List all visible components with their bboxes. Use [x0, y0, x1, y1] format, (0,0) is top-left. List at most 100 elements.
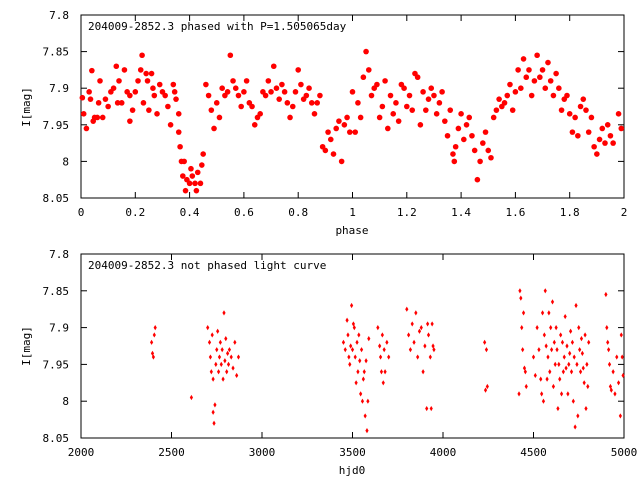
data-point	[327, 136, 334, 143]
data-point	[573, 424, 577, 430]
data-point	[349, 343, 353, 349]
data-point	[226, 361, 231, 367]
data-point	[298, 81, 304, 88]
data-point	[451, 158, 458, 165]
data-point	[523, 74, 530, 81]
data-point	[127, 92, 133, 99]
data-point	[352, 325, 356, 331]
data-point	[619, 332, 623, 338]
data-point	[346, 332, 350, 338]
data-point	[615, 354, 619, 360]
data-point	[363, 48, 369, 55]
data-point	[351, 321, 356, 327]
data-point	[139, 52, 145, 59]
data-point	[474, 176, 481, 183]
data-point	[374, 81, 380, 88]
data-point	[423, 107, 429, 113]
data-point	[570, 339, 575, 345]
data-point	[512, 89, 519, 95]
data-point	[384, 125, 391, 132]
data-point	[390, 111, 397, 117]
data-point	[599, 125, 606, 132]
data-point	[576, 413, 580, 419]
data-point	[463, 122, 470, 128]
data-point	[175, 129, 182, 135]
x-tick-label-phased: 1.2	[397, 206, 417, 219]
data-point	[575, 361, 579, 367]
x-tick-label-phased: 1	[349, 206, 356, 219]
data-point	[582, 380, 586, 386]
data-point	[425, 96, 432, 102]
data-point	[368, 92, 375, 99]
data-point	[346, 129, 353, 135]
data-point	[602, 140, 608, 146]
data-point	[317, 92, 323, 99]
data-point	[540, 310, 545, 316]
data-point	[485, 147, 492, 154]
data-point	[520, 325, 524, 331]
data-point	[564, 92, 570, 99]
data-point	[105, 103, 111, 110]
data-point	[549, 325, 553, 331]
data-point	[615, 111, 622, 117]
data-point	[359, 391, 363, 397]
data-point	[219, 361, 223, 367]
data-point	[213, 402, 217, 408]
data-point	[231, 365, 235, 371]
data-point	[608, 383, 613, 390]
data-point	[236, 354, 241, 360]
data-point	[395, 118, 402, 124]
data-point	[353, 354, 357, 360]
data-point	[564, 365, 568, 371]
data-point	[343, 347, 347, 353]
data-point	[520, 56, 527, 62]
data-point	[211, 409, 215, 415]
data-point	[86, 89, 92, 95]
data-point	[325, 129, 331, 135]
data-point	[197, 180, 204, 187]
data-point	[584, 405, 588, 412]
data-point	[355, 100, 361, 106]
data-point	[154, 111, 160, 117]
data-point	[233, 339, 237, 345]
data-point	[552, 339, 556, 345]
data-point	[311, 111, 318, 117]
data-point	[580, 96, 587, 102]
data-point	[537, 74, 543, 81]
data-point	[421, 369, 425, 375]
data-point	[558, 376, 562, 382]
data-point	[452, 143, 459, 150]
data-point	[533, 372, 537, 379]
data-point	[366, 398, 370, 404]
data-point	[153, 325, 157, 331]
data-point	[177, 143, 183, 150]
y-tick-label-unphased: 8.05	[43, 432, 70, 445]
data-point	[490, 114, 497, 121]
data-point	[330, 151, 337, 157]
data-point	[213, 100, 220, 106]
data-point	[113, 63, 120, 70]
data-point	[360, 398, 365, 404]
data-point	[262, 92, 269, 99]
data-point	[235, 372, 239, 379]
data-point	[333, 125, 340, 132]
data-point	[121, 67, 128, 73]
data-point	[544, 343, 548, 349]
x-tick-label-phased: 0.8	[288, 206, 308, 219]
data-point	[273, 85, 280, 91]
data-point	[148, 70, 155, 77]
data-point	[561, 369, 565, 375]
data-point	[129, 107, 136, 113]
data-point	[165, 103, 171, 110]
data-point	[522, 365, 527, 371]
data-point	[189, 394, 194, 401]
data-point	[432, 347, 436, 353]
data-point	[466, 114, 473, 121]
data-point	[406, 92, 413, 99]
data-point	[221, 376, 225, 382]
data-point	[347, 354, 351, 360]
data-point	[409, 107, 416, 113]
data-point	[439, 89, 445, 95]
data-point	[356, 369, 360, 375]
data-point	[580, 350, 584, 356]
